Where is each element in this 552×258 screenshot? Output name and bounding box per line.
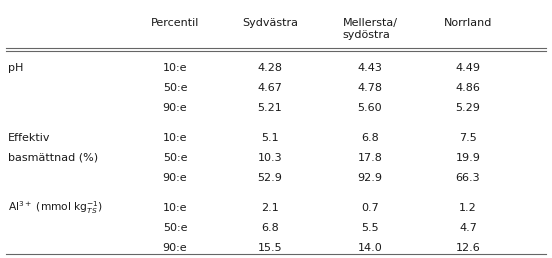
- Text: Mellersta/
sydöstra: Mellersta/ sydöstra: [342, 18, 397, 39]
- Text: 7.5: 7.5: [459, 133, 477, 143]
- Text: 5.5: 5.5: [361, 223, 379, 233]
- Text: 0.7: 0.7: [361, 203, 379, 213]
- Text: 15.5: 15.5: [258, 243, 282, 253]
- Text: 4.7: 4.7: [459, 223, 477, 233]
- Text: 5.60: 5.60: [358, 103, 383, 113]
- Text: 4.49: 4.49: [455, 63, 480, 73]
- Text: 10:e: 10:e: [163, 63, 187, 73]
- Text: 52.9: 52.9: [258, 173, 283, 183]
- Text: 5.21: 5.21: [258, 103, 283, 113]
- Text: 19.9: 19.9: [455, 153, 480, 163]
- Text: 5.29: 5.29: [455, 103, 480, 113]
- Text: 4.43: 4.43: [358, 63, 383, 73]
- Text: 4.28: 4.28: [257, 63, 283, 73]
- Text: Percentil: Percentil: [151, 18, 199, 28]
- Text: Norrland: Norrland: [444, 18, 492, 28]
- Text: 5.1: 5.1: [261, 133, 279, 143]
- Text: 50:e: 50:e: [163, 153, 187, 163]
- Text: 6.8: 6.8: [261, 223, 279, 233]
- Text: Al$^{3+}$ (mmol kg$_{TS}^{-1}$): Al$^{3+}$ (mmol kg$_{TS}^{-1}$): [8, 200, 103, 216]
- Text: basmättnad (%): basmättnad (%): [8, 153, 98, 163]
- Text: 12.6: 12.6: [455, 243, 480, 253]
- Text: 90:e: 90:e: [163, 173, 187, 183]
- Text: 90:e: 90:e: [163, 103, 187, 113]
- Text: Effektiv: Effektiv: [8, 133, 50, 143]
- Text: 4.78: 4.78: [358, 83, 383, 93]
- Text: 4.67: 4.67: [258, 83, 283, 93]
- Text: 10:e: 10:e: [163, 133, 187, 143]
- Text: 10:e: 10:e: [163, 203, 187, 213]
- Text: 66.3: 66.3: [456, 173, 480, 183]
- Text: 2.1: 2.1: [261, 203, 279, 213]
- Text: 4.86: 4.86: [455, 83, 480, 93]
- Text: Sydvästra: Sydvästra: [242, 18, 298, 28]
- Text: 92.9: 92.9: [358, 173, 383, 183]
- Text: 50:e: 50:e: [163, 83, 187, 93]
- Text: pH: pH: [8, 63, 23, 73]
- Text: 10.3: 10.3: [258, 153, 282, 163]
- Text: 90:e: 90:e: [163, 243, 187, 253]
- Text: 50:e: 50:e: [163, 223, 187, 233]
- Text: 14.0: 14.0: [358, 243, 383, 253]
- Text: 1.2: 1.2: [459, 203, 477, 213]
- Text: 6.8: 6.8: [361, 133, 379, 143]
- Text: 17.8: 17.8: [358, 153, 383, 163]
